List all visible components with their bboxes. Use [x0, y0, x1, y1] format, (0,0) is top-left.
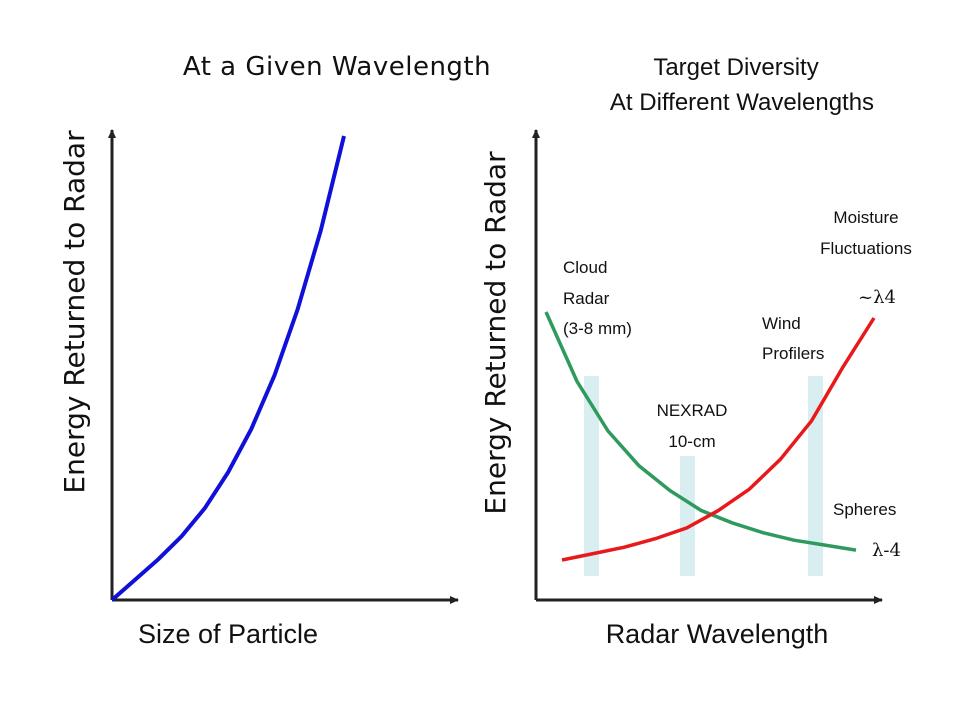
left-chart: At a Given Wavelength Energy Returned to… [58, 52, 491, 649]
left-chart-title: At a Given Wavelength [183, 52, 491, 82]
left-y-axis-label: Energy Returned to Radar [58, 130, 91, 494]
right-y-axis-label: Energy Returned to Radar [479, 151, 512, 515]
left-x-axis-label: Size of Particle [138, 619, 318, 649]
nexrad-label-1: NEXRAD [657, 401, 728, 420]
band-nexrad [680, 456, 695, 576]
cloud-radar-label-3: (3-8 mm) [563, 319, 632, 338]
right-chart-title-line1: Target Diversity [653, 54, 818, 81]
wind-profilers-label-1: Wind [762, 314, 801, 333]
band-wind-profilers [808, 376, 823, 576]
right-chart-title-line2: At Different Wavelengths [610, 89, 874, 116]
nexrad-label-2: 10-cm [668, 432, 715, 451]
red-series-line [561, 317, 876, 562]
cloud-radar-label-1: Cloud [563, 258, 607, 277]
lambda-neg-label: λ-4 [872, 540, 901, 561]
cloud-radar-label-2: Radar [563, 289, 610, 308]
right-x-axis-label: Radar Wavelength [606, 619, 829, 649]
left-series-line [110, 135, 346, 602]
band-cloud-radar [584, 376, 599, 576]
green-series-line [544, 311, 857, 552]
moisture-label-2: Fluctuations [820, 239, 912, 258]
lambda-pos-label: ~λ4 [858, 287, 896, 308]
wind-profilers-label-2: Profilers [762, 344, 824, 363]
spheres-label: Spheres [833, 500, 896, 519]
right-chart: Target Diversity At Different Wavelength… [479, 54, 912, 649]
moisture-label-1: Moisture [833, 208, 898, 227]
